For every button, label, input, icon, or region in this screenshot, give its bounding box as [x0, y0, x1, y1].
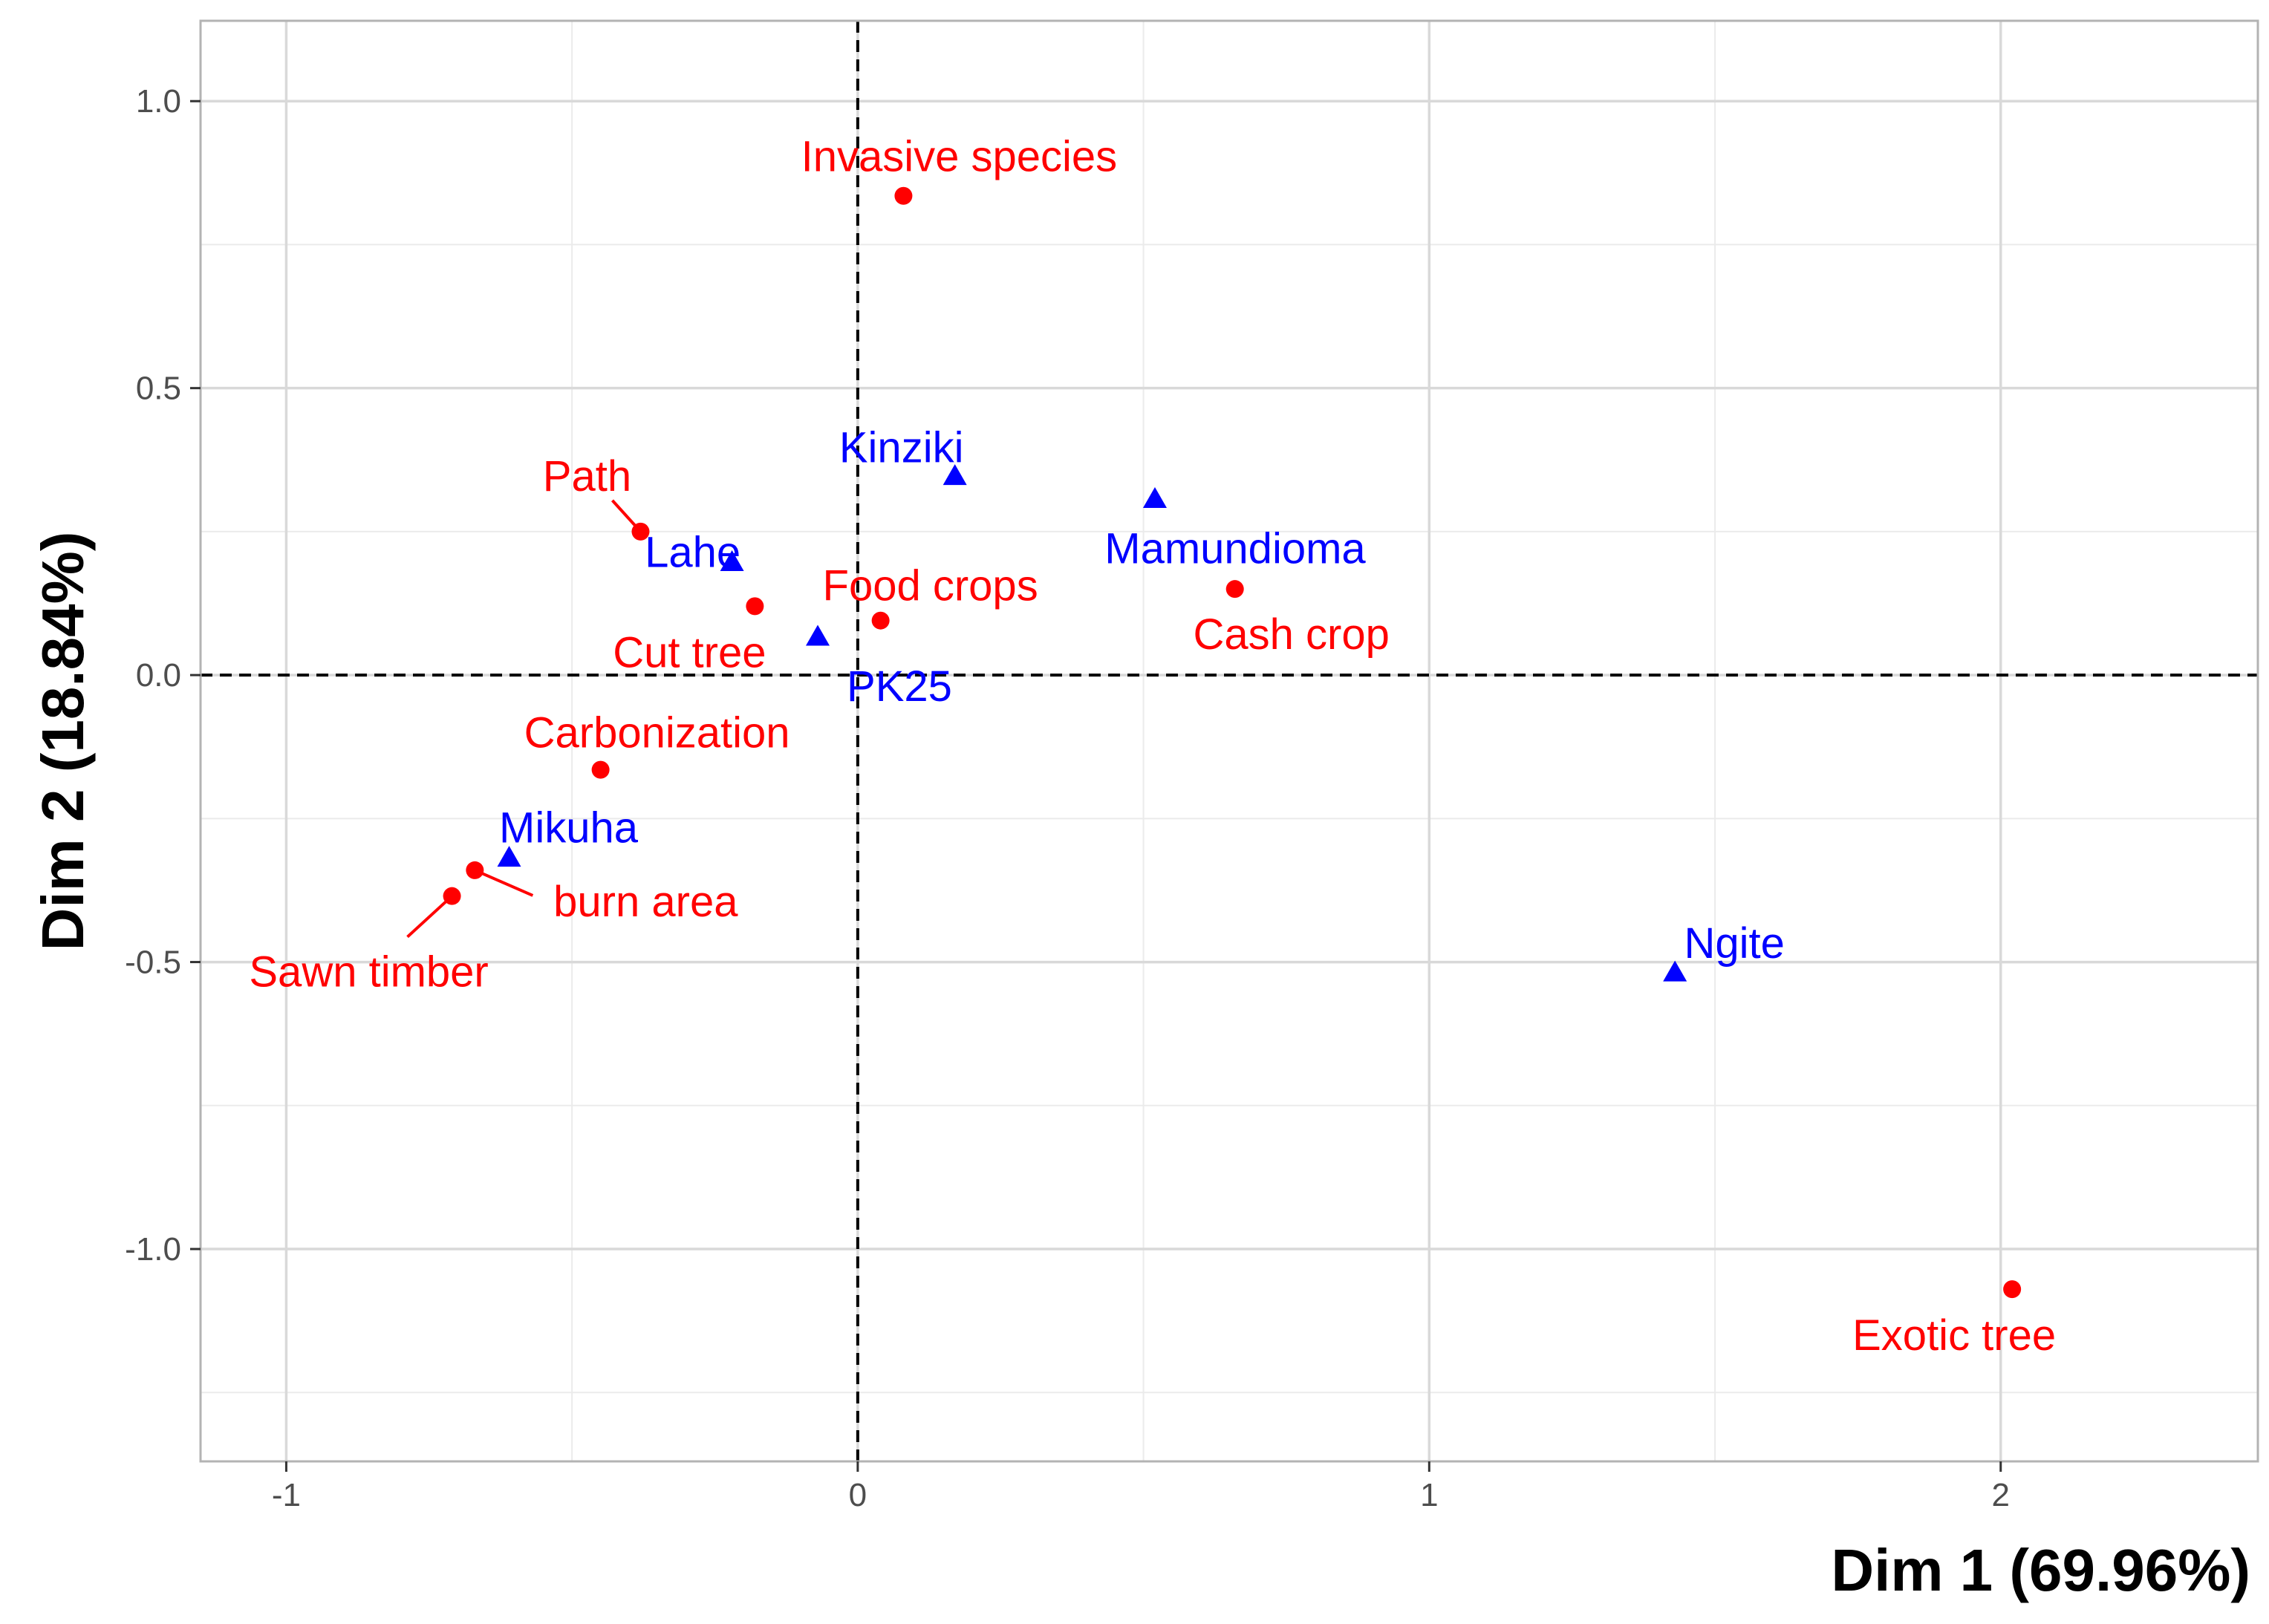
data-points: [443, 186, 2022, 1299]
point-cut-tree: [746, 597, 764, 616]
plot-background: [201, 21, 2258, 1461]
x-tick-label: 1: [1420, 1477, 1438, 1513]
x-axis-ticks: -1 0 1 2: [272, 1461, 2010, 1513]
label-kinziki: Kinziki: [839, 423, 964, 472]
connector-sawn-timber: [406, 895, 453, 939]
y-tick-label: -0.5: [125, 945, 181, 981]
x-tick-label: -1: [272, 1477, 301, 1513]
point-burn-area: [466, 861, 484, 879]
label-sawn-timber: Sawn timber: [249, 948, 488, 997]
y-tick-label: 0.5: [136, 371, 181, 407]
point-food-crops: [871, 611, 890, 630]
x-axis-title: Dim 1 (69.96%): [1831, 1537, 2250, 1603]
point-path: [631, 522, 650, 541]
connector-burn-area: [474, 869, 534, 897]
label-cash-crop: Cash crop: [1194, 610, 1390, 659]
label-invasive-species: Invasive species: [801, 133, 1118, 181]
major-gridlines: [201, 21, 2258, 1461]
minor-gridlines: [201, 21, 2258, 1461]
y-axis-title: Dim 2 (18.84%): [30, 532, 96, 951]
plot-panel-border: [199, 19, 2259, 1463]
point-sawn-timber: [443, 887, 461, 905]
label-ngite: Ngite: [1684, 919, 1784, 968]
label-pk25: PK25: [847, 662, 952, 711]
point-cash-crop: [1225, 580, 1244, 599]
point-mamundioma: [1142, 487, 1167, 509]
point-labels: Invasive species Path Cut tree Food crops Ca…: [249, 133, 2056, 1360]
point-invasive-species: [894, 186, 913, 205]
y-tick-label: 0.0: [136, 657, 181, 694]
y-tick-label: -1.0: [125, 1231, 181, 1268]
label-food-crops: Food crops: [823, 562, 1038, 610]
y-tick-label: 1.0: [136, 83, 181, 120]
label-carbonization: Carbonization: [524, 709, 790, 757]
label-path: Path: [543, 452, 631, 500]
label-cut-tree: Cut tree: [613, 628, 766, 676]
label-lahe: Lahe: [645, 528, 740, 576]
point-lahe: [720, 550, 744, 572]
point-ngite: [1663, 960, 1687, 982]
label-mikuha: Mikuha: [499, 803, 639, 852]
label-burn-area: burn area: [553, 878, 738, 926]
point-mikuha: [497, 846, 521, 867]
label-mamundioma: Mamundioma: [1104, 524, 1366, 573]
reference-lines: [201, 21, 2258, 1461]
x-tick-label: 2: [1992, 1477, 2010, 1513]
x-tick-label: 0: [849, 1477, 867, 1513]
point-kinziki: [943, 464, 967, 486]
y-axis-ticks: -1.0 -0.5 0.0 0.5 1.0: [125, 83, 201, 1268]
point-carbonization: [591, 760, 610, 779]
label-exotic-tree: Exotic tree: [1852, 1311, 2056, 1360]
point-pk25: [806, 625, 830, 646]
point-exotic-tree: [2003, 1280, 2022, 1299]
